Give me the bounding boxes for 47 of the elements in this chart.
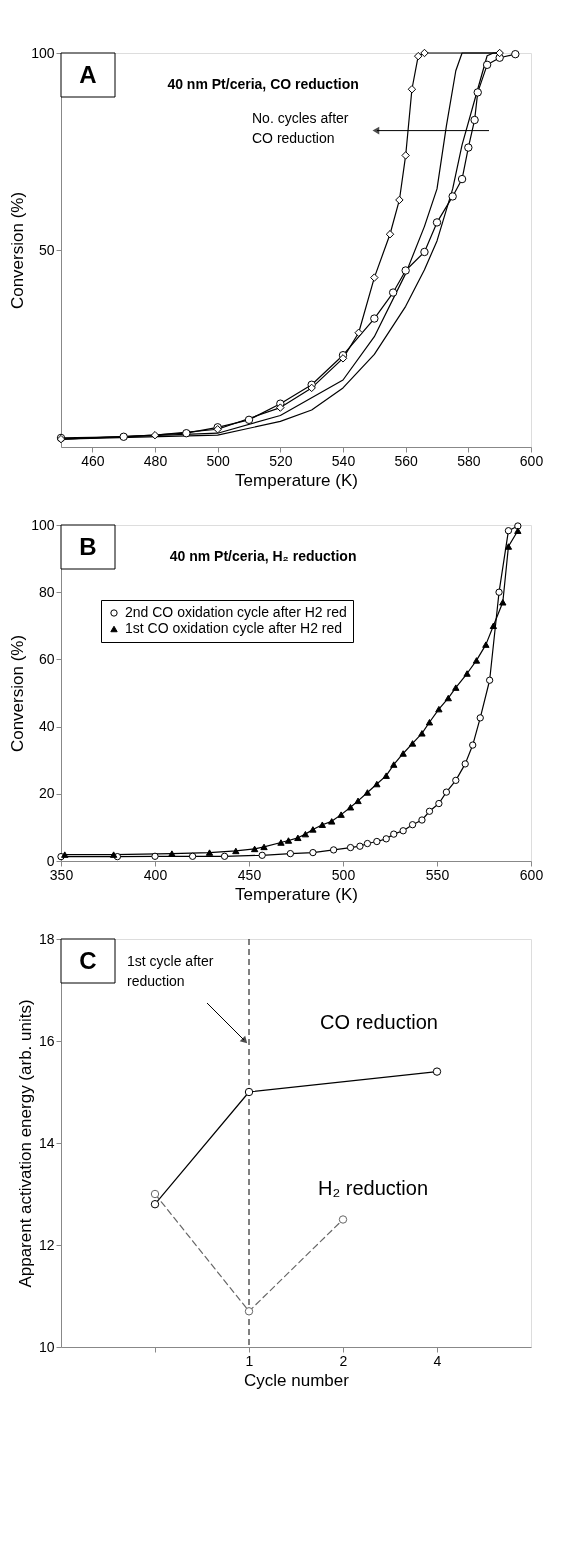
x-tick-label: 350 [49,866,74,883]
chart-title: B [79,533,97,560]
x-tick-label: 600 [519,866,544,883]
x-tick-label: 4 [433,1352,442,1369]
y-tick-label: 100 [31,516,55,533]
y-tick-label: 14 [38,1134,55,1151]
x-tick-label: 560 [394,452,419,469]
y-tick-label: 80 [38,583,55,600]
y-tick-label: 16 [38,1032,55,1049]
x-tick-label: 1 [245,1352,254,1369]
chart-title: C [79,947,97,974]
x-tick-label: 450 [237,866,262,883]
x-tick-label: 460 [81,452,105,469]
series-label: CO reduction [320,1010,438,1033]
x-tick-label: 480 [143,452,168,469]
x-tick-label: 600 [519,452,544,469]
x-axis-title: Cycle number [244,1370,350,1390]
y-axis-title: Conversion (%) [8,191,28,310]
series-label: H₂ reduction [317,1176,429,1199]
chart-title: A [79,61,97,88]
y-tick-label: 60 [38,650,55,667]
annotation: No. cycles after CO reduction [252,110,349,146]
x-tick-label: 550 [425,866,450,883]
x-tick-label: 540 [331,452,356,469]
y-tick-label: 20 [38,785,55,802]
legend-label: 1st CO oxidation cycle after H2 red [125,620,343,636]
y-tick-label: 0 [46,852,55,869]
x-tick-label: 520 [269,452,293,469]
x-tick-label: 500 [331,866,356,883]
text: 40 nm Pt/ceria, CO reduction [167,76,359,92]
y-tick-label: 10 [38,1338,55,1355]
x-tick-label: 2 [339,1352,348,1369]
x-tick-label: 500 [206,452,231,469]
x-axis-title: Temperature (K) [235,884,358,904]
x-tick-label: 580 [457,452,481,469]
x-axis-title: Temperature (K) [235,470,358,490]
legend-label: 2nd CO oxidation cycle after H2 red [125,604,347,620]
y-tick-label: 50 [38,241,55,258]
x-tick-label: 400 [143,866,168,883]
y-tick-label: 12 [38,1236,55,1253]
y-tick-label: 40 [38,718,55,735]
y-tick-label: 18 [38,930,55,947]
y-tick-label: 100 [31,44,55,61]
y-axis-title: Conversion (%) [8,634,28,753]
y-axis-title: Apparent activation energy (arb. units) [15,999,35,1288]
text: 40 nm Pt/ceria, H₂ reduction [169,548,357,564]
ref-line-label: 1st cycle after reduction [127,953,214,989]
